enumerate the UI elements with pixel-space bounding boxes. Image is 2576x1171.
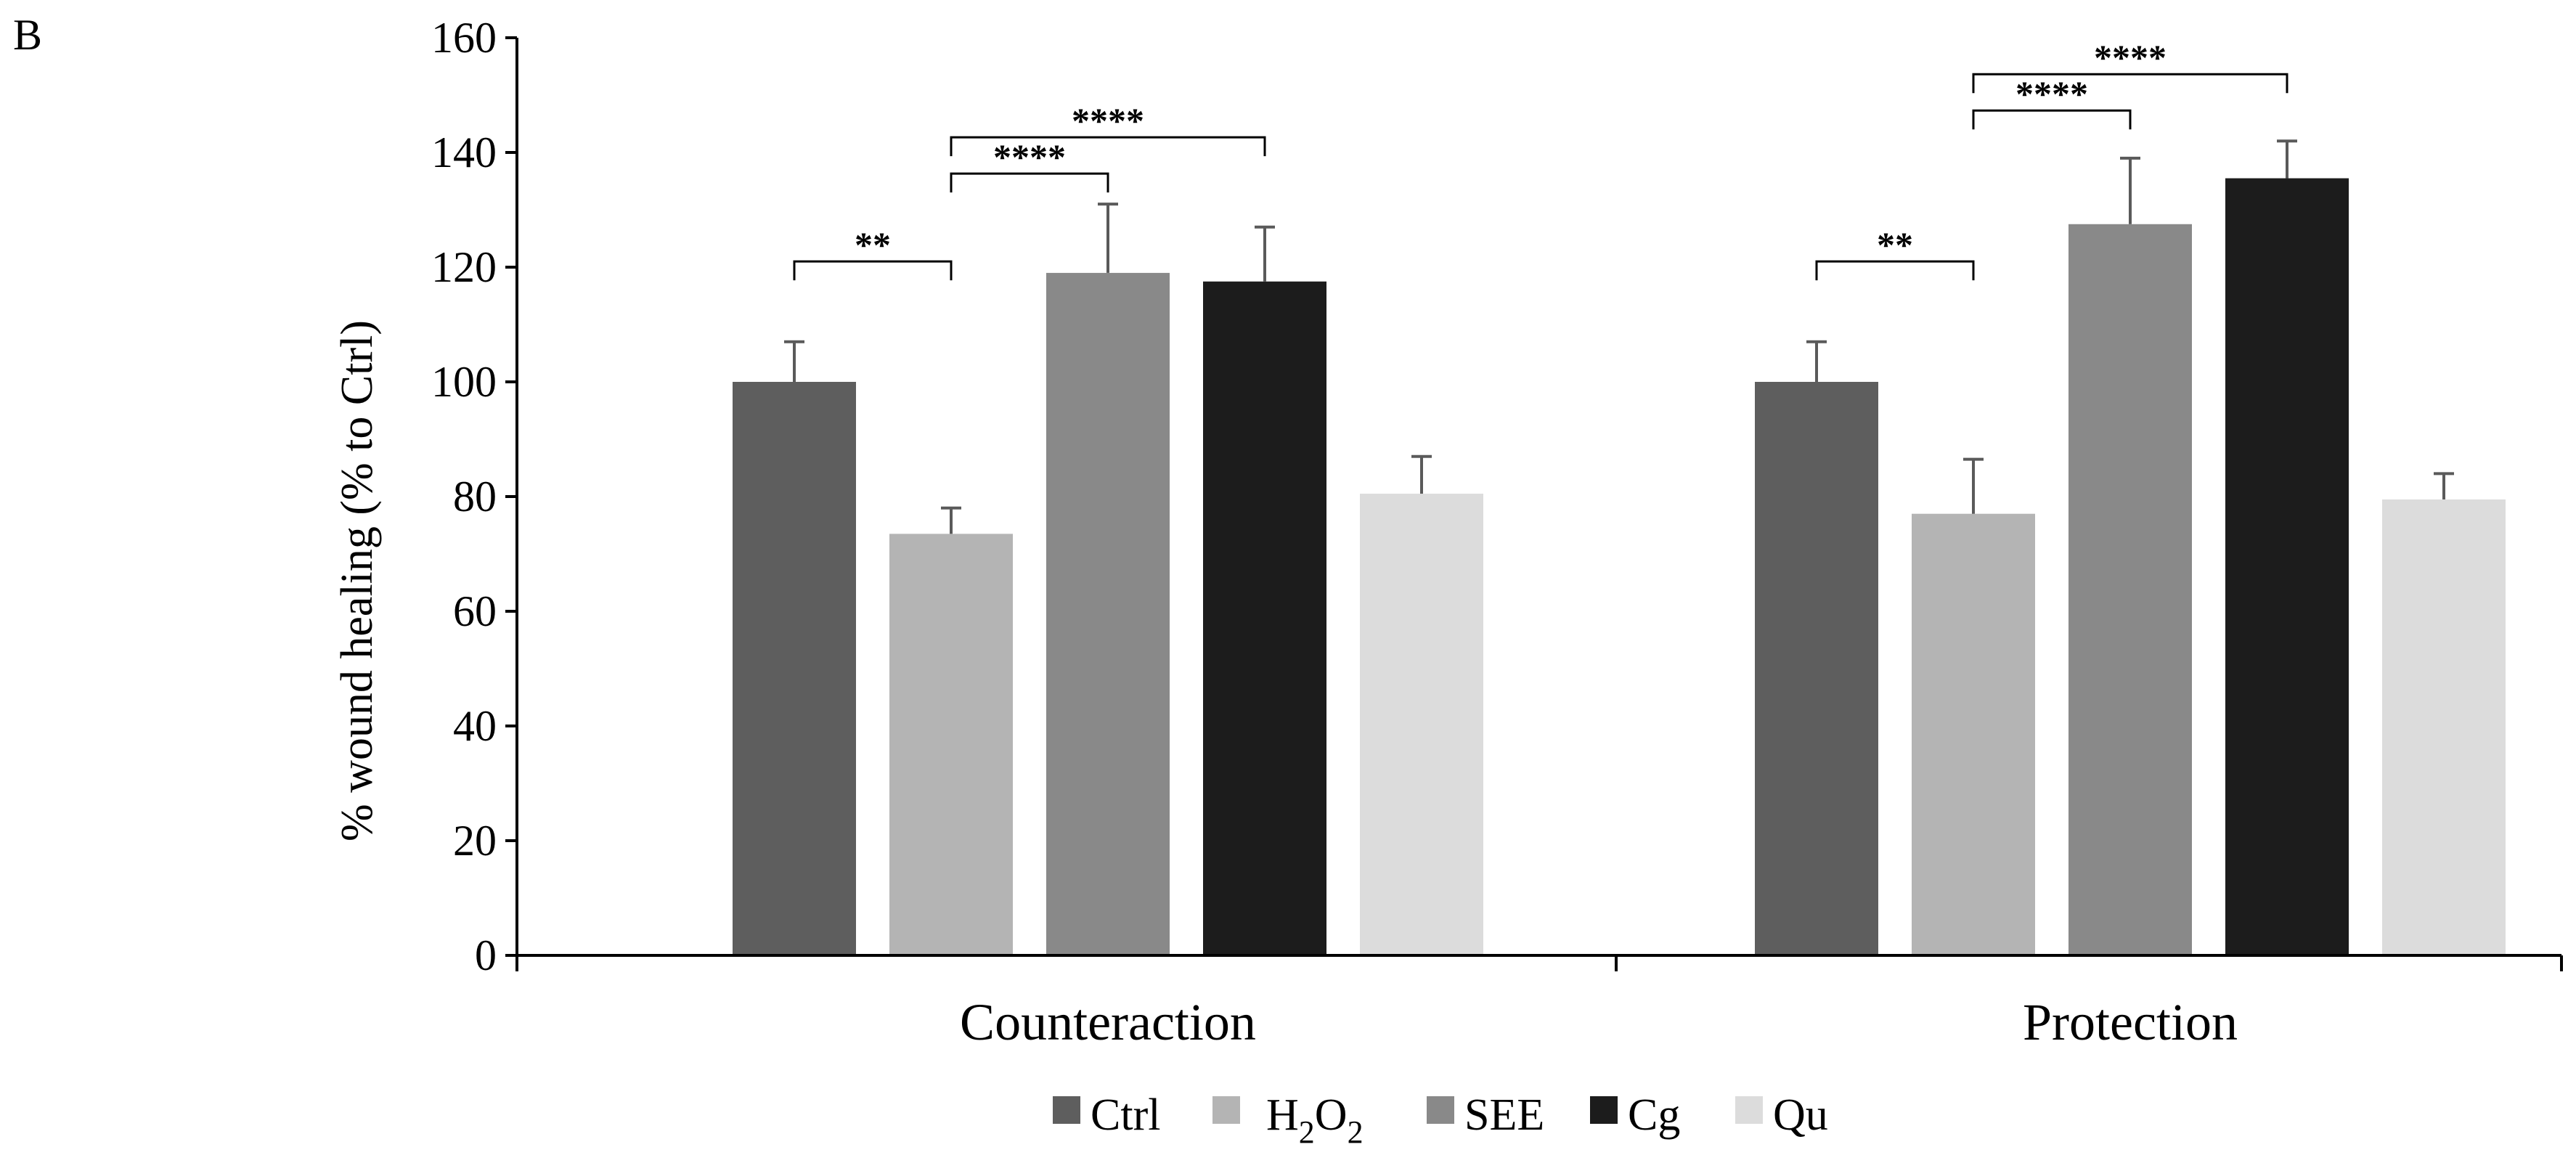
legend-swatch-qu	[1735, 1096, 1763, 1124]
y-tick-label: 100	[431, 358, 497, 406]
legend-swatch-ctrl	[1053, 1096, 1080, 1124]
legend-swatch-cg	[1590, 1096, 1618, 1124]
significance-bracket	[950, 136, 1266, 157]
significance-bracket	[950, 172, 1109, 193]
panel-label: B	[13, 11, 42, 59]
y-tick-label: 60	[453, 587, 497, 635]
legend-label-ctrl: Ctrl	[1091, 1090, 1160, 1140]
bar-cg-0	[1203, 281, 1326, 955]
legend-swatch-see	[1427, 1096, 1454, 1124]
y-tick-label: 0	[475, 931, 497, 979]
significance-bracket	[1815, 260, 1975, 281]
bar-cg-1	[2225, 178, 2349, 955]
legend-label-part: H	[1266, 1090, 1299, 1140]
legend-label-h2o2: H2O2	[1266, 1090, 1364, 1150]
plot-area: 0 20 40 60 80 100 120 140 160 Counteraction Protec…	[431, 14, 2563, 1051]
legend-label-part: 2	[1348, 1114, 1364, 1150]
significance-label: ****	[2094, 37, 2167, 78]
bar-see-1	[2068, 224, 2192, 955]
bar-qu-1	[2382, 499, 2506, 955]
category-label: Counteraction	[960, 993, 1256, 1051]
y-tick-label: 140	[431, 128, 497, 176]
significance-label: ****	[2015, 73, 2088, 114]
legend-label-cg: Cg	[1628, 1090, 1680, 1140]
bar-ctrl-1	[1755, 382, 1878, 955]
significance-bracket	[1972, 109, 2132, 130]
y-tick-label: 20	[453, 817, 497, 865]
significance-label: ****	[1072, 100, 1144, 141]
bar-see-0	[1046, 272, 1170, 955]
bar-h2o2-0	[889, 534, 1013, 955]
y-tick-label: 120	[431, 243, 497, 291]
bar-qu-0	[1360, 494, 1483, 955]
y-tick-label: 160	[431, 14, 497, 62]
legend-swatch-h2o2	[1212, 1096, 1240, 1124]
significance-label: **	[1877, 224, 1913, 265]
y-tick-label: 80	[453, 473, 497, 521]
significance-label: **	[855, 224, 891, 265]
significance-bracket	[1972, 73, 2288, 94]
legend-label-see: SEE	[1464, 1090, 1544, 1140]
significance-bracket	[793, 260, 953, 281]
legend-label-qu: Qu	[1773, 1090, 1828, 1140]
legend: Ctrl H2O2 SEE Cg Qu	[1053, 1090, 1828, 1150]
significance-label: ****	[993, 136, 1066, 177]
bar-h2o2-1	[1912, 513, 2035, 955]
y-tick-label: 40	[453, 702, 497, 750]
category-label: Protection	[2023, 993, 2238, 1051]
bar-ctrl-0	[733, 382, 856, 955]
legend-label-part: O	[1315, 1090, 1348, 1140]
legend-label-part: 2	[1299, 1114, 1315, 1150]
y-axis-label: % wound healing (% to Ctrl)	[333, 320, 382, 841]
